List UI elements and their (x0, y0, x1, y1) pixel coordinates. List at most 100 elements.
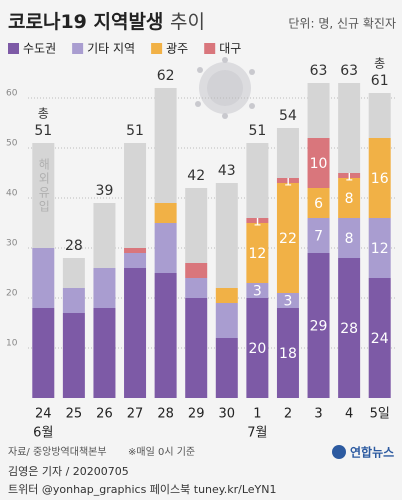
legend-swatch (151, 43, 163, 54)
logo: 연합뉴스 (350, 445, 394, 460)
bar-segment (215, 288, 238, 303)
bar-segment (93, 203, 116, 268)
bar-segment (93, 268, 116, 308)
total-label: 51 (34, 123, 52, 139)
bar-segment (124, 253, 147, 268)
bar-segment (338, 173, 361, 178)
bar-segment (124, 248, 147, 253)
value-label: 24 (371, 331, 389, 347)
total-label: 51 (126, 123, 144, 139)
bar-segment (62, 313, 85, 398)
bar-segment (368, 218, 391, 278)
bar-segment (246, 298, 269, 398)
total-label: 28 (65, 238, 83, 254)
legend-label: 수도권 (23, 42, 56, 56)
value-label: 16 (371, 171, 389, 187)
bar-segment (307, 188, 330, 218)
bar-segment (276, 293, 299, 308)
total-note: 총 (38, 107, 49, 121)
bar-segment (368, 278, 391, 398)
note: ※매일 0시 기준 (128, 446, 195, 458)
byline: 김영은 기자 / 20200705 (8, 465, 129, 478)
value-label: 6 (314, 196, 323, 212)
bar-segment (276, 128, 299, 178)
bar-segment (215, 338, 238, 398)
x-tick-label: 27 (127, 407, 144, 422)
y-tick-label: 10 (6, 339, 18, 349)
overseas-label: 해외유입 (37, 158, 51, 214)
title-suffix: 추이 (170, 11, 205, 33)
x-tick-label: 1 (253, 407, 261, 422)
bar-segment (338, 178, 361, 218)
value-label: 1 (345, 169, 354, 185)
bar-segment (307, 83, 330, 138)
value-label: 29 (310, 319, 328, 335)
value-label: 10 (310, 156, 328, 172)
value-label: 20 (248, 341, 266, 357)
bar-segment (62, 258, 85, 288)
unit-label: 단위: 명, 신규 확진자 (288, 17, 396, 31)
total-label: 63 (310, 63, 328, 79)
bar-segment (124, 268, 147, 398)
bar-segment (32, 143, 55, 248)
value-label: 3 (283, 294, 292, 310)
value-label: 18 (279, 346, 297, 362)
value-label: 1 (253, 214, 262, 230)
bar-segment (185, 298, 208, 398)
x-tick-label: 24 (35, 407, 52, 422)
x-tick-label: 3 (314, 407, 322, 422)
bar-segment (276, 308, 299, 398)
bar-segment (246, 143, 269, 218)
title-main: 코로나19 지역발생 (8, 11, 163, 33)
chart-title: 코로나19 지역발생 추이 (8, 11, 205, 33)
logo-icon (332, 445, 346, 459)
bar-segment (32, 308, 55, 398)
bar-segment (368, 138, 391, 218)
bar-segment (124, 143, 147, 248)
value-label: 22 (279, 231, 297, 247)
bar-segment (276, 183, 299, 293)
bar-segment (338, 218, 361, 258)
value-label: 12 (248, 246, 266, 262)
total-label: 39 (96, 183, 114, 199)
y-tick-label: 60 (6, 89, 18, 99)
bar-segment (338, 83, 361, 173)
total-label: 61 (371, 73, 389, 89)
bar-segment (215, 183, 238, 288)
legend-swatch (8, 43, 19, 54)
bar-segment (93, 308, 116, 398)
value-label: 7 (314, 229, 323, 245)
total-note: 총 (374, 57, 385, 71)
bar-segment (154, 88, 177, 203)
bar-segment (246, 283, 269, 298)
x-tick-label: 5일 (370, 407, 390, 422)
bar-segment (154, 203, 177, 223)
x-tick-label: 4 (345, 407, 353, 422)
bar-segment (276, 178, 299, 183)
legend-label: 광주 (166, 42, 188, 56)
total-label: 54 (279, 108, 297, 124)
value-label: 28 (340, 321, 358, 337)
bar-segment (62, 288, 85, 313)
x-tick-label: 29 (188, 407, 205, 422)
bar-segment (307, 138, 330, 188)
bar-segment (32, 248, 55, 308)
total-label: 51 (248, 123, 266, 139)
bar-segment (338, 258, 361, 398)
y-tick-label: 50 (6, 139, 18, 149)
bar-segment (368, 93, 391, 138)
y-tick-label: 40 (6, 189, 18, 199)
source: 자료/ 중앙방역대책본부 (8, 446, 107, 458)
bar-segment (185, 278, 208, 298)
bar-segment (185, 263, 208, 278)
legend-swatch (72, 43, 84, 54)
value-label: 8 (345, 231, 354, 247)
bar-segment (246, 218, 269, 223)
x-tick-label: 28 (157, 407, 174, 422)
total-label: 63 (340, 63, 358, 79)
month-label: 7월 (247, 426, 267, 441)
bar-segment (154, 223, 177, 273)
total-label: 42 (187, 168, 205, 184)
bar-segment (307, 253, 330, 398)
